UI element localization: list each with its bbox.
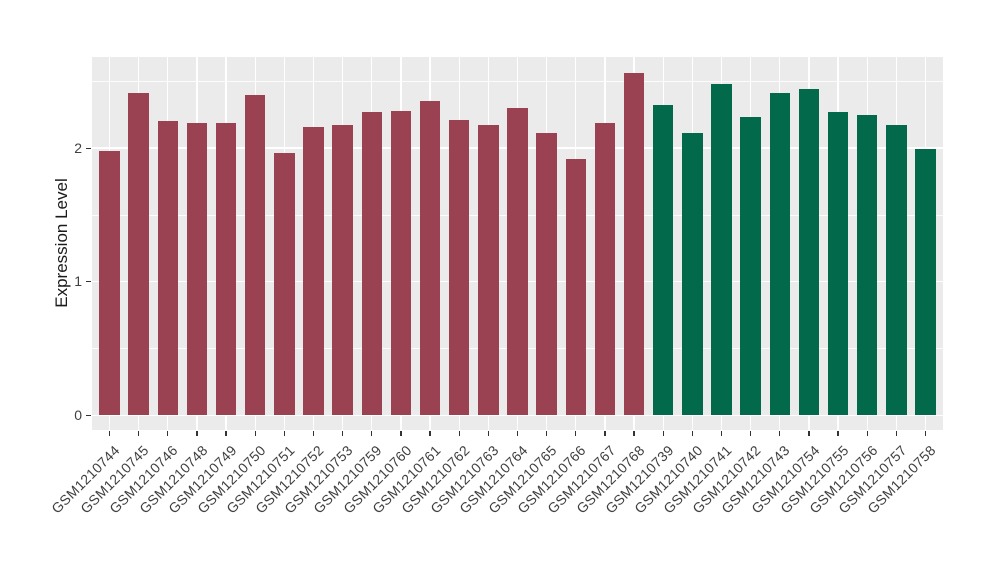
bar	[390, 110, 412, 416]
y-tick	[85, 281, 91, 283]
x-tick	[342, 430, 344, 436]
x-tick	[371, 430, 373, 436]
bar	[711, 83, 732, 416]
x-tick	[458, 430, 460, 436]
bar	[332, 125, 353, 416]
x-tick	[779, 430, 781, 436]
x-tick	[429, 430, 431, 436]
x-tick	[225, 430, 227, 436]
x-tick	[400, 430, 402, 436]
bar	[507, 108, 528, 416]
x-tick	[108, 430, 111, 436]
bar	[536, 133, 557, 416]
x-tick	[691, 430, 693, 436]
y-tick-label: 2	[74, 139, 82, 156]
bar	[769, 93, 790, 416]
bar	[449, 120, 470, 416]
x-tick	[487, 430, 489, 436]
x-tick	[720, 430, 723, 436]
x-tick	[575, 430, 577, 436]
bar	[740, 117, 761, 416]
bar	[682, 133, 703, 416]
bar	[157, 121, 178, 416]
bar	[565, 158, 586, 416]
y-tick	[85, 147, 91, 149]
bar	[653, 105, 674, 416]
x-tick	[312, 430, 315, 436]
bar	[886, 125, 907, 416]
x-tick	[516, 430, 519, 436]
bar	[186, 122, 208, 416]
bar	[361, 112, 382, 416]
x-tick	[866, 430, 868, 436]
bar	[915, 149, 936, 416]
y-tick-label: 1	[74, 273, 82, 290]
bar	[99, 150, 120, 416]
x-tick	[254, 430, 256, 436]
plot-panel	[92, 57, 943, 430]
x-tick	[167, 430, 169, 436]
grid-line-major	[92, 414, 943, 416]
bar	[215, 122, 237, 416]
y-tick	[85, 414, 91, 416]
x-tick	[546, 430, 548, 436]
x-tick	[604, 430, 606, 436]
x-tick	[750, 430, 752, 436]
bar	[594, 122, 616, 416]
grid-line-minor	[92, 80, 943, 82]
x-tick	[662, 430, 664, 436]
x-tick	[924, 430, 927, 436]
x-tick	[808, 430, 810, 436]
bar	[303, 126, 324, 416]
bar	[623, 73, 645, 416]
bar	[478, 125, 499, 416]
x-tick	[633, 430, 635, 436]
x-tick	[837, 430, 839, 436]
bar	[798, 89, 820, 416]
bar	[245, 94, 266, 416]
bar	[128, 93, 149, 416]
bar	[274, 153, 295, 416]
x-tick	[196, 430, 198, 436]
x-tick	[895, 430, 897, 436]
y-tick-label: 0	[74, 406, 82, 423]
bar	[827, 112, 849, 416]
bar	[419, 101, 441, 416]
x-tick	[138, 430, 140, 436]
x-tick	[283, 430, 285, 436]
bar	[857, 114, 878, 416]
